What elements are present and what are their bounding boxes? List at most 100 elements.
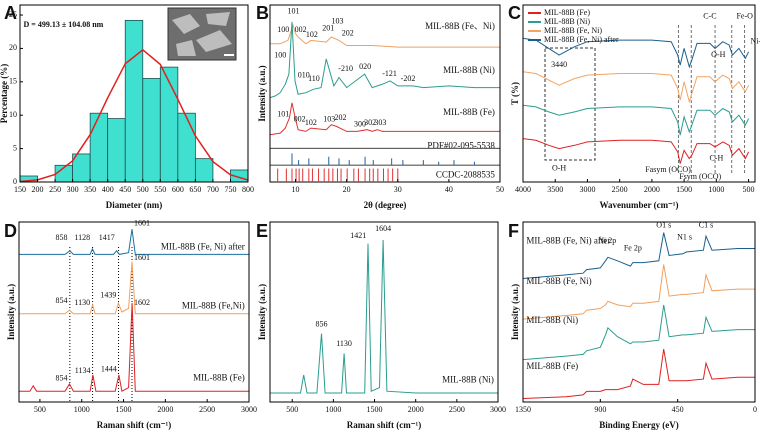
series-line <box>523 349 755 399</box>
series-label: CCDC-2088535 <box>436 169 496 179</box>
plot-frame <box>522 221 756 403</box>
annotation: 3440 <box>551 60 567 69</box>
panel-letter: E <box>256 221 268 241</box>
plot-area <box>523 232 755 399</box>
annotation: 854 <box>56 296 68 305</box>
x-tick-label: 2000 <box>408 405 424 414</box>
y-tick-label: 10 <box>9 110 17 119</box>
series-line <box>19 302 249 392</box>
panel-letter: B <box>256 3 269 23</box>
x-tick-label: 500 <box>743 185 755 194</box>
x-tick-label: 500 <box>137 185 149 194</box>
series-label: MIL-88B (Fe, Ni) after <box>526 235 610 245</box>
plot-area <box>270 21 500 182</box>
x-axis-label: Raman shift (cm⁻¹) <box>97 420 171 430</box>
y-axis-label: Intensity (a.u.) <box>6 284 16 340</box>
y-axis-label: Percentage (%) <box>0 64 9 124</box>
x-tick-label: 500 <box>34 405 46 414</box>
series-line <box>523 138 750 164</box>
histogram-bar <box>89 112 109 182</box>
x-tick-label: 750 <box>224 185 236 194</box>
annotation: 1134 <box>75 366 91 375</box>
panel: C 4000 3500 3000 2500 2000 1500 1000 500 Wavenumb… <box>508 3 760 210</box>
plot-frame <box>269 221 499 403</box>
annotation: 1602 <box>134 298 150 307</box>
x-tick-label: 1500 <box>676 185 692 194</box>
highlight-box <box>544 47 596 161</box>
annotation: 1439 <box>100 291 116 300</box>
annotation: 1601 <box>134 253 150 262</box>
plot-area <box>270 239 498 394</box>
x-tick-label: 2500 <box>199 405 215 414</box>
series-line <box>270 102 500 136</box>
annotation: 856 <box>316 319 328 328</box>
x-axis-label: Wavenumber (cm⁻¹) <box>599 200 678 210</box>
plot-frame <box>269 4 501 183</box>
annotation: 854 <box>56 373 68 382</box>
annotation: 1130 <box>336 339 352 348</box>
legend-label: MIL-88B (Fe, Ni) <box>544 26 602 35</box>
annotation: -121 <box>382 69 397 78</box>
x-tick-label: 250 <box>49 185 61 194</box>
annotation: C-C <box>703 12 716 21</box>
series-line <box>523 304 755 361</box>
y-tick-label: 5 <box>13 143 17 152</box>
legend-label: MIL-88B (Ni) <box>544 17 590 26</box>
panel-letter: D <box>4 221 17 241</box>
histogram-bar <box>107 118 126 182</box>
series-label: MIL-88B (Fe) <box>443 107 495 117</box>
sem-inset <box>167 7 237 61</box>
series-label: MIL-88B (Fe) <box>526 361 578 371</box>
annotation: Fsym (OCO) <box>679 172 721 181</box>
x-tick-label: 3000 <box>241 405 257 414</box>
panel: B 10 20 30 40 50 2θ (degree) Intensity (a.u.) MI… <box>256 3 504 210</box>
y-tick-label: 0 <box>13 177 17 186</box>
x-tick-label: 700 <box>207 185 219 194</box>
series-label: MIL-88B (Ni) <box>443 65 495 75</box>
series-line <box>20 48 248 182</box>
series-label: MIL-88B (Fe, Ni) <box>526 276 591 286</box>
x-tick-label: 1500 <box>116 405 132 414</box>
x-tick-label: 2000 <box>157 405 173 414</box>
annotation: O-H <box>711 50 725 59</box>
panel: F 1350 900 450 0 Binding Energy (eV) Intensity… <box>508 220 757 430</box>
panel-letter: F <box>508 221 519 241</box>
series-line <box>523 71 750 104</box>
series-label: PDF#02-095-5538 <box>427 141 495 151</box>
series-line <box>523 264 755 320</box>
x-tick-label: 2500 <box>449 405 465 414</box>
x-tick-label: 1000 <box>74 405 90 414</box>
x-tick-label: 1350 <box>515 405 531 414</box>
annotation: C1 s <box>699 220 713 229</box>
annotation: 100 <box>274 50 286 59</box>
plot-area <box>523 25 750 174</box>
x-tick-label: 200 <box>32 185 44 194</box>
annotation: 100 <box>277 25 289 34</box>
annotation: 302 <box>364 118 376 127</box>
panel-letter: A <box>4 3 17 23</box>
x-tick-label: 4000 <box>515 185 531 194</box>
annotation: -210 <box>338 64 353 73</box>
series-label: MIL-88B (Fe, Ni) after <box>161 241 245 251</box>
series-line <box>19 261 249 315</box>
plot-area <box>20 19 248 182</box>
plot-frame <box>522 4 756 183</box>
x-tick-label: 300 <box>67 185 79 194</box>
plot-frame <box>18 221 250 403</box>
annotation: 1417 <box>99 233 115 242</box>
y-tick-label: 25 <box>9 10 17 19</box>
plot-area <box>19 229 249 402</box>
histogram-bar <box>142 78 161 182</box>
x-tick-label: 400 <box>102 185 114 194</box>
panel-letter: C <box>508 3 521 23</box>
x-tick-label: 600 <box>172 185 184 194</box>
annotation: 002 <box>295 25 307 34</box>
annotation: 202 <box>335 113 347 122</box>
legend-label: MIL-88B (Fe, Ni) after <box>544 35 619 44</box>
series-line <box>523 104 750 136</box>
annotation: 202 <box>342 28 354 37</box>
x-tick-label: 900 <box>594 405 606 414</box>
annotation: 1421 <box>350 231 366 240</box>
